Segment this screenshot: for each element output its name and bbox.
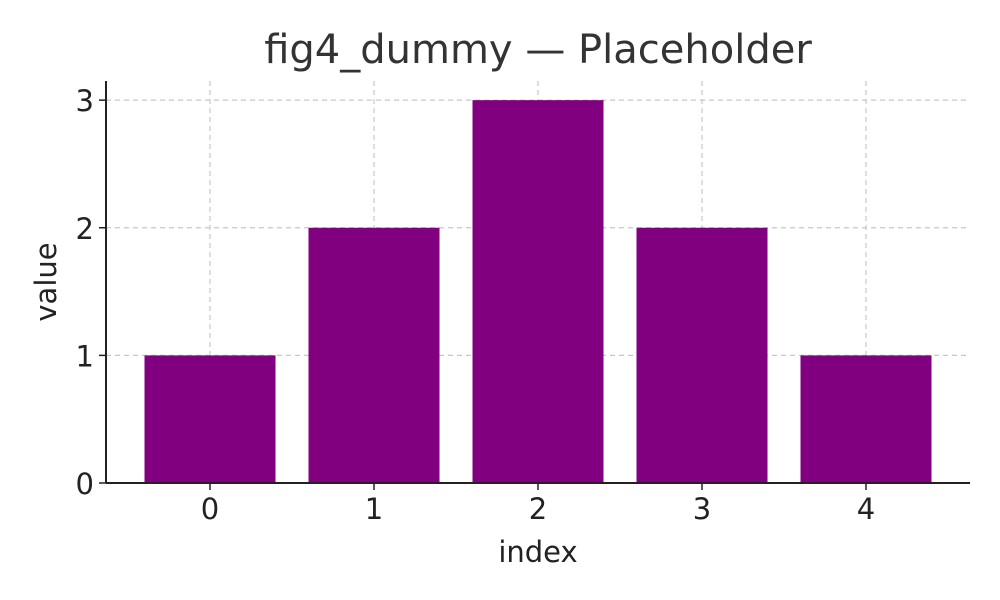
y-tick-label: 3 (76, 84, 94, 118)
bar (472, 100, 604, 484)
x-tick-label: 4 (857, 492, 875, 526)
ticks: 0 1 2 3 4 0 1 2 3 (76, 84, 876, 526)
bars (144, 100, 932, 484)
bar (636, 227, 768, 483)
y-axis-label: value (29, 242, 63, 321)
x-axis-label: index (498, 535, 577, 569)
bar (308, 227, 440, 483)
y-tick-label: 2 (76, 212, 94, 246)
y-tick-label: 0 (76, 467, 94, 501)
x-tick-label: 3 (693, 492, 711, 526)
bar (800, 355, 932, 483)
x-tick-label: 2 (529, 492, 547, 526)
chart-title: fig4_dummy — Placeholder (264, 27, 812, 73)
bar (144, 355, 276, 483)
y-tick-label: 1 (76, 339, 94, 373)
x-tick-label: 0 (201, 492, 219, 526)
x-tick-label: 1 (365, 492, 383, 526)
